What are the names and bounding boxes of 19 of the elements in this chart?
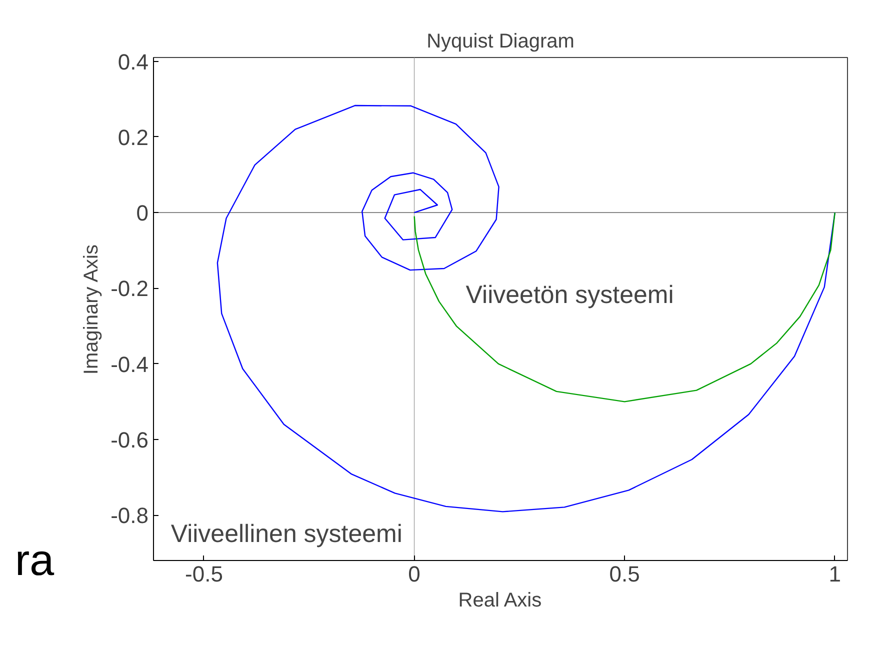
y-tick-label: -0.6 [110, 427, 149, 452]
y-tick-label: -0.4 [110, 352, 149, 377]
line-series [414, 212, 836, 402]
annotation: Viiveellinen systeemi [170, 520, 402, 548]
text: ra [15, 535, 54, 587]
y-tick-label: -0.8 [110, 503, 149, 528]
y-tick-label: 0.4 [118, 49, 149, 74]
x-tick-label: 1 [828, 562, 842, 586]
line-series [216, 104, 836, 512]
y-axis-title: Imaginary Axis [80, 244, 103, 375]
x-tick-label: 0.5 [609, 562, 640, 586]
x-tick-label: 0 [408, 562, 420, 586]
y-tick-label: 0.2 [118, 124, 149, 150]
chart-title: Nyquist Diagram [426, 30, 574, 52]
x-axis-title: Real Axis [458, 590, 542, 612]
y-tick-label: 0 [136, 200, 149, 226]
annotation: Viiveetön systeemi [466, 281, 674, 309]
x-tick-label: -0.5 [185, 562, 223, 586]
y-tick-label: -0.2 [110, 276, 149, 302]
